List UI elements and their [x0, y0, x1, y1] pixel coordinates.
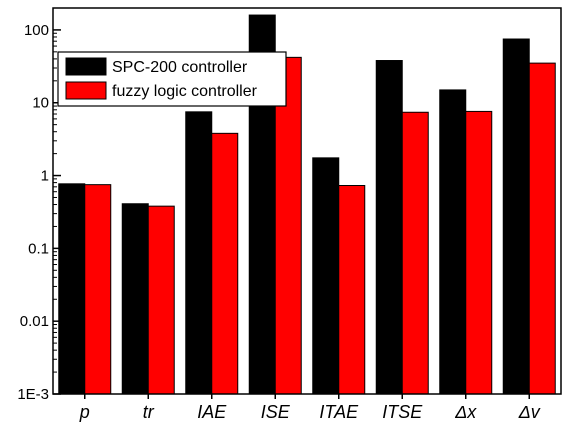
- y-tick-label: 1E-3: [17, 386, 49, 403]
- bar-spc200-4: [312, 157, 340, 395]
- bar-fuzzy-2: [211, 132, 239, 395]
- y-tick-label: 0.1: [28, 240, 49, 257]
- bar-fuzzy-1: [147, 205, 175, 395]
- legend-label-fuzzy: fuzzy logic controller: [112, 83, 258, 100]
- y-tick-label: 1: [41, 168, 49, 185]
- legend-swatch-spc200: [65, 57, 107, 76]
- bar-fuzzy-3: [274, 56, 302, 395]
- legend-swatch-fuzzy: [65, 81, 107, 100]
- bar-spc200-5: [375, 60, 403, 395]
- bar-spc200-6: [439, 89, 467, 395]
- y-tick-label: 100: [24, 22, 49, 39]
- legend-label-spc200: SPC-200 controller: [112, 59, 248, 76]
- x-tick-label: p: [79, 402, 90, 422]
- bar-fuzzy-0: [84, 184, 112, 395]
- y-tick-label: 0.01: [20, 313, 49, 330]
- x-tick-label: IAE: [197, 402, 227, 422]
- legend: SPC-200 controller fuzzy logic controller: [57, 51, 287, 107]
- plot-frame: [52, 7, 562, 395]
- bar-fuzzy-6: [465, 110, 493, 395]
- y-tick-label: 10: [32, 95, 49, 112]
- bar-spc200-2: [185, 111, 213, 395]
- x-axis: p tr IAE ISE ITAE ITSE Δx Δv: [79, 394, 541, 422]
- bar-spc200-1: [121, 203, 149, 395]
- x-tick-label: Δx: [454, 402, 477, 422]
- x-tick-label: ISE: [261, 402, 291, 422]
- x-tick-label: tr: [143, 402, 155, 422]
- x-tick-label: ITAE: [319, 402, 359, 422]
- bars-group: [58, 14, 556, 395]
- x-tick-label: ITSE: [382, 402, 423, 422]
- bar-fuzzy-4: [338, 185, 366, 395]
- bar-fuzzy-5: [401, 111, 429, 395]
- bar-spc200-0: [58, 183, 86, 395]
- bar-spc200-7: [502, 38, 530, 395]
- y-axis: 1E-3 0.01 0.1 1 10 100: [17, 7, 61, 403]
- x-tick-label: Δv: [518, 402, 541, 422]
- bar-fuzzy-7: [528, 62, 556, 395]
